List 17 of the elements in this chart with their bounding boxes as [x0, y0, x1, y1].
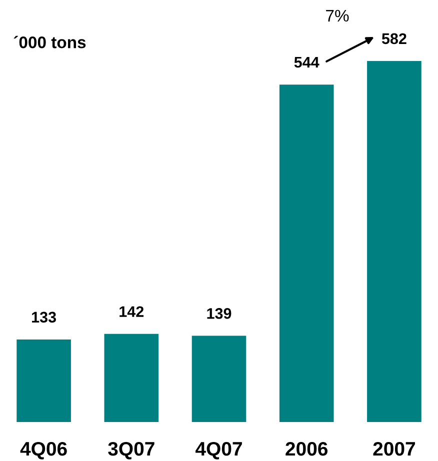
bar — [192, 336, 246, 422]
data-label: 544 — [294, 57, 320, 68]
bar — [16, 340, 71, 422]
bar — [367, 61, 422, 422]
bar — [279, 84, 334, 422]
text: 7% — [326, 10, 349, 22]
data-label: 582 — [382, 33, 406, 44]
x-tick-label: 3Q07 — [108, 442, 154, 460]
bar — [104, 334, 159, 422]
x-tick-label: 4Q06 — [20, 442, 67, 460]
data-label: 133 — [32, 312, 56, 323]
data-label: 142 — [120, 306, 144, 317]
x-tick-label: 2006 — [286, 442, 328, 456]
chart-title: ´000 tons — [14, 36, 86, 48]
data-label: 139 — [207, 308, 232, 319]
x-tick-label: 4Q07 — [196, 442, 242, 460]
x-tick-label: 2007 — [373, 442, 415, 456]
